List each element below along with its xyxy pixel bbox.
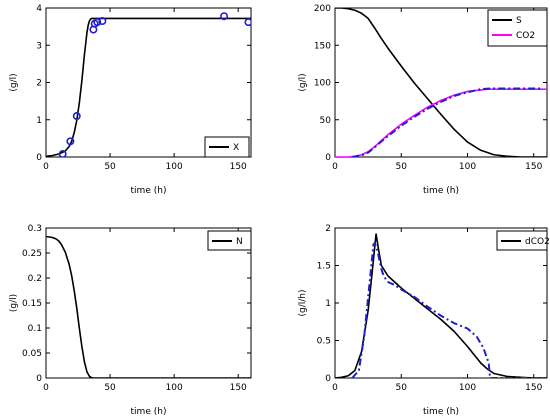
legend: S CO2	[487, 9, 548, 47]
plot-area	[335, 8, 547, 157]
y-axis-label: (g/l/h)	[298, 289, 308, 316]
x-axis-label: time (h)	[423, 407, 459, 417]
y-tick-label: 0	[36, 153, 42, 163]
legend: N	[207, 230, 252, 251]
data-point-marker	[93, 18, 102, 27]
y-tick-label: 200	[314, 4, 331, 14]
x-tick-label: 0	[332, 162, 338, 172]
x-tick-label: 100	[166, 162, 183, 172]
plot-area	[46, 235, 251, 378]
x-tick-label: 150	[230, 383, 247, 393]
chart-panel-2: 0 50 100 150 0 50 100 150 200 time (h) (g/l) S CO2	[298, 4, 548, 196]
y-tick-label: 100	[314, 79, 331, 89]
series-line-dash-dot	[351, 242, 544, 378]
x-tick-label: 150	[525, 383, 542, 393]
series-line-n	[46, 235, 251, 378]
x-tick-label: 50	[104, 162, 116, 172]
plot-frame	[45, 7, 252, 158]
data-point-marker	[98, 17, 107, 26]
x-tick-label: 50	[104, 383, 116, 393]
y-tick-label: 1	[325, 299, 331, 309]
y-tick-label: 4	[36, 4, 42, 14]
y-tick-label: 150	[314, 41, 331, 51]
y-tick-label: 2	[325, 224, 331, 234]
series-line-co2	[335, 88, 547, 157]
series-line-x	[46, 17, 251, 157]
y-tick-label: 0	[325, 374, 331, 384]
series-line-s	[335, 8, 547, 157]
y-axis-label: (g/l)	[298, 73, 308, 91]
y-tick-label: 1.5	[317, 262, 331, 272]
y-tick-label: 1	[36, 116, 42, 126]
data-point-marker	[66, 137, 75, 146]
plot-area	[46, 12, 251, 157]
legend-label: N	[236, 237, 243, 247]
chart-panel-4: 0 50 100 150 0 0.5 1 1.5 2 time (h) (g/l/h) dCO2dt	[298, 224, 550, 417]
x-tick-label: 100	[459, 383, 476, 393]
y-tick-label: 0	[36, 374, 42, 384]
y-tick-label: 0.3	[28, 224, 42, 234]
plot-area	[335, 233, 547, 378]
x-tick-label: 100	[459, 162, 476, 172]
y-tick-label: 3	[36, 41, 42, 51]
data-point-marker	[72, 112, 81, 121]
legend-label: dCO2dt	[525, 237, 550, 247]
data-point-marker	[244, 18, 251, 27]
y-tick-label: 0.25	[22, 249, 42, 259]
x-tick-label: 0	[43, 162, 49, 172]
data-point-marker	[58, 150, 67, 157]
y-tick-label: 0.15	[22, 299, 42, 309]
y-tick-label: 50	[320, 116, 332, 126]
y-axis-label: (g/l)	[9, 294, 19, 312]
y-tick-label: 0.05	[22, 349, 42, 359]
legend-label: CO2	[516, 31, 535, 41]
y-tick-label: 0.1	[28, 324, 42, 334]
x-axis-label: time (h)	[423, 186, 459, 196]
series-line-dash-dot	[352, 87, 544, 157]
x-tick-label: 150	[525, 162, 542, 172]
x-tick-label: 150	[230, 162, 247, 172]
x-tick-label: 0	[332, 383, 338, 393]
y-tick-label: 0.2	[28, 274, 42, 284]
legend-label: S	[516, 16, 522, 26]
y-tick-label: 0	[325, 153, 331, 163]
x-tick-label: 50	[396, 162, 408, 172]
x-axis-label: time (h)	[131, 186, 167, 196]
chart-panel-1: 0 50 100 150 0 1 2 3 4 time (h) (g/l) X	[9, 4, 252, 196]
chart-panel-3: 0 50 100 150 0 0.05 0.1 0.15 0.2 0.25 0.3 time (h) (…	[9, 224, 252, 417]
x-tick-label: 0	[43, 383, 49, 393]
y-tick-label: 0.5	[317, 337, 331, 347]
legend-box	[487, 9, 548, 47]
x-tick-label: 50	[396, 383, 408, 393]
legend-label: X	[233, 143, 239, 153]
x-axis-label: time (h)	[131, 407, 167, 417]
legend-box	[496, 230, 548, 251]
legend: dCO2dt	[496, 230, 550, 251]
legend: X	[204, 136, 250, 158]
y-tick-label: 2	[36, 79, 42, 89]
data-point-marker	[220, 12, 229, 21]
x-tick-label: 100	[166, 383, 183, 393]
y-axis-label: (g/l)	[9, 73, 19, 91]
